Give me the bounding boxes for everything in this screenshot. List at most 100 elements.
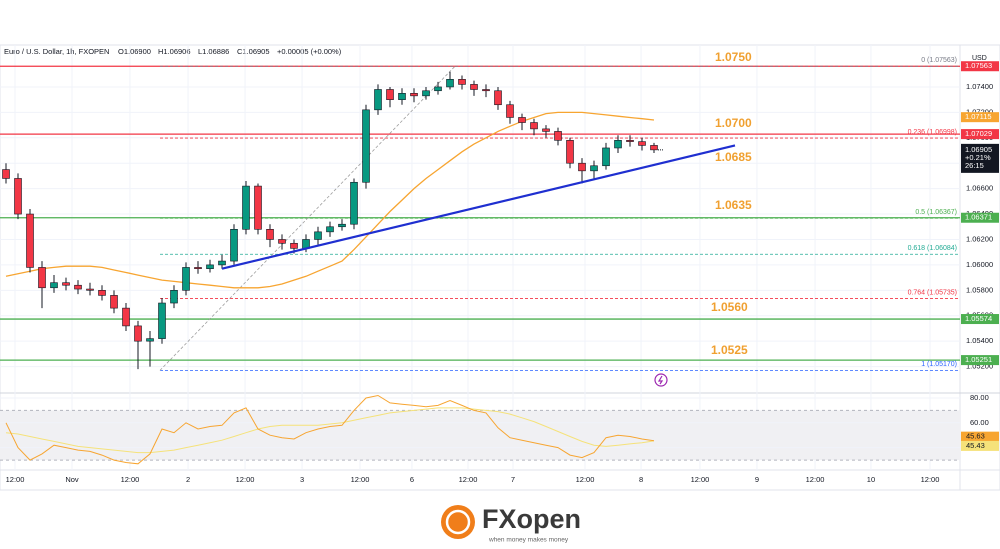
candle-body [578,162,586,172]
price-tag-label: 1.07029 [965,129,992,138]
candle-body [386,89,394,100]
header-symbol: Euro / U.S. Dollar, 1h, FXOPEN [4,47,109,56]
alert-bolt[interactable] [657,375,664,385]
price-tag [961,112,999,123]
price-tag [961,61,999,72]
candle-body [158,302,166,339]
logo-tagline: when money makes money [488,537,569,544]
header-change: +0.00005 (+0.00%) [277,47,342,56]
x-tick-label: 10 [867,475,875,484]
candle-body [98,290,106,296]
candle-body [38,267,46,289]
header-close: C1.06905 [237,47,270,56]
candle-body [314,231,322,240]
x-tick-label: 12:00 [921,475,940,484]
candle-body [110,295,118,309]
candle-body [566,140,574,164]
candle-body [26,213,34,268]
price-tag [961,314,999,325]
price-tag-label: 1.07115 [965,112,992,121]
price-tag [961,355,999,366]
level-annotation: 1.0560 [711,300,748,314]
x-tick-label: 12:00 [351,475,370,484]
candle-body [650,145,658,151]
osc-tick-label: 80.00 [970,393,989,402]
last-price-tag [961,143,999,173]
x-tick-label: 3 [300,475,304,484]
candle-body [50,282,58,289]
x-tick-label: 12:00 [121,475,140,484]
candle-body [362,109,370,183]
candle-body [122,307,130,327]
candle-body [86,288,94,291]
osc-tick-label: 60.00 [970,418,989,427]
fib-label: 0.5 (1.06367) [915,209,957,216]
x-tick-label: 7 [511,475,515,484]
candle-body [398,93,406,100]
alert-icon[interactable] [654,373,668,387]
osc-tag [961,440,999,451]
y-tick-label: 1.06600 [966,184,993,193]
osc-tag-label: 45.43 [966,441,985,450]
y-tick-label: 1.06200 [966,234,993,243]
level-annotation: 1.0635 [715,198,752,212]
level-annotation: 1.0525 [711,343,748,357]
x-tick-label: 6 [410,475,414,484]
candle-body [206,264,214,270]
candle-body [278,239,286,244]
candle-body [446,79,454,88]
last-price-label: 1.06905 [965,145,992,154]
candle-body [338,223,346,228]
x-tick-label: 12:00 [236,475,255,484]
x-tick-label: 8 [639,475,643,484]
y-tick-label: 1.07200 [966,107,993,116]
candle-body [518,117,526,123]
candle-body [242,185,250,230]
candle-body [290,242,298,249]
x-tick-label: 12:00 [806,475,825,484]
candle-body [638,141,646,146]
alert-circle[interactable] [654,373,668,387]
candle-body [470,84,478,90]
y-tick-label: 1.07400 [966,82,993,91]
candle-body [170,290,178,304]
price-tag [961,129,999,140]
rsi-line [5,394,655,465]
candle-body [602,147,610,167]
trend-line [221,144,736,270]
candle-body [482,89,490,92]
candle-body [62,282,70,286]
y-tick-label: 1.05400 [966,336,993,345]
candle-body [182,267,190,291]
price-tag-label: 1.07563 [965,61,992,70]
rsi-ma-line [5,407,655,454]
ma-line [5,111,655,289]
candle-body [350,181,358,225]
fib-label: 0.236 (1.06998) [908,129,957,136]
x-tick-label: Nov [65,475,79,484]
price-tag-label: 1.06371 [965,213,992,222]
candle-body [530,122,538,130]
candle-body [146,338,154,342]
candle-body [614,140,622,149]
last-price-countdown: 26:15 [965,161,984,170]
candle-body [14,178,22,215]
header-high: H1.06906 [158,47,191,56]
y-tick-label: 1.06000 [966,260,993,269]
fib-label: 0.618 (1.06084) [908,245,957,252]
fib-label: 1 (1.05170) [921,361,957,368]
candle-body [458,79,466,85]
last-price-change: +0.21% [965,153,991,162]
y-tick-label: 1.05200 [966,362,993,371]
x-tick-label: 12:00 [691,475,710,484]
candle-body [542,128,550,132]
candle-body [494,90,502,106]
candle-body [134,325,142,342]
x-tick-label: 9 [755,475,759,484]
candle-body [434,86,442,92]
currency-label: USD [972,55,987,62]
candle-body [626,140,634,142]
x-tick-label: 12:00 [6,475,25,484]
candle-body [410,93,418,97]
logo: FXopen when money makes money [441,504,581,544]
